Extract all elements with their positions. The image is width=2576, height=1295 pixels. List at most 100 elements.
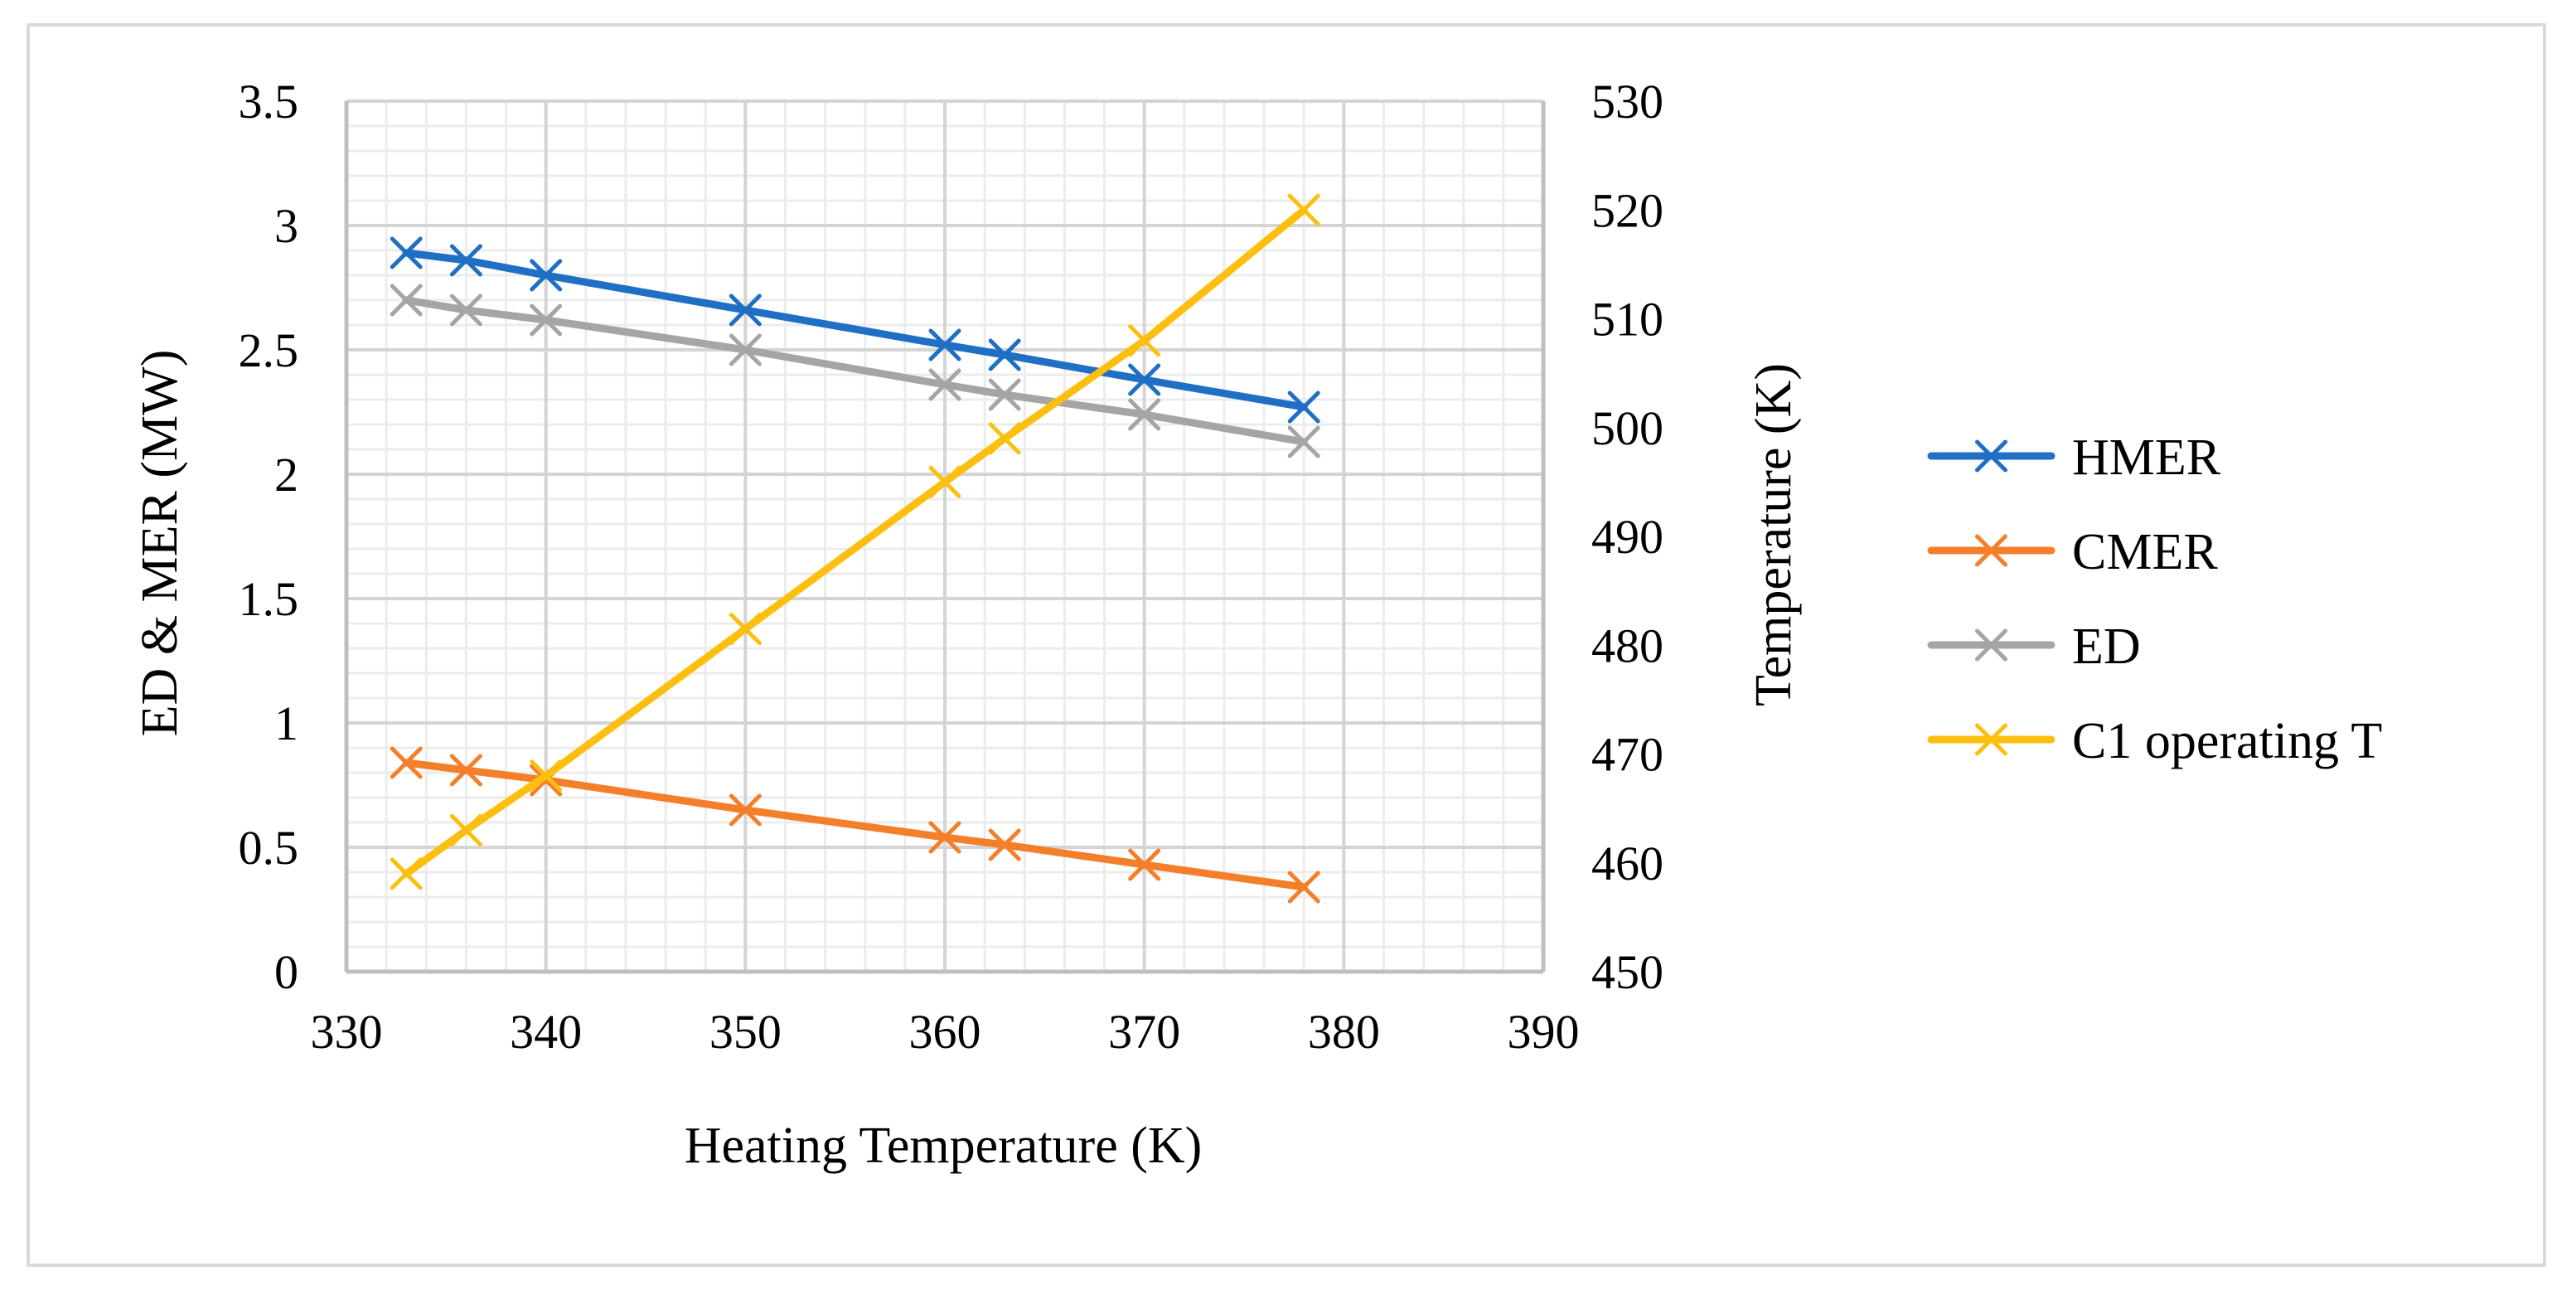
y2-tick-label: 460 [1591, 837, 1663, 890]
marker-stroke [1287, 193, 1320, 226]
data-point-ed [390, 284, 423, 317]
marker-stroke [928, 368, 961, 401]
legend-label: C1 operating T [2072, 713, 2382, 769]
y-tick-label: 1.5 [239, 572, 299, 626]
data-point-c1-operating-t [390, 857, 423, 890]
y-tick-label: 2.5 [239, 323, 299, 377]
data-point-cmer [449, 754, 482, 787]
marker-stroke [928, 465, 961, 498]
x-tick-label: 340 [510, 1005, 582, 1059]
marker-stroke [729, 333, 762, 366]
data-point-hmer [449, 244, 482, 277]
marker-stroke [1128, 398, 1161, 431]
data-point-ed [729, 333, 762, 366]
y2-tick-label: 470 [1591, 728, 1663, 782]
data-point-hmer [530, 259, 563, 292]
series-line-ed [402, 296, 1308, 446]
marker-stroke [530, 303, 563, 337]
x-tick-label: 380 [1308, 1005, 1380, 1059]
data-point-cmer [988, 828, 1021, 861]
data-point-c1-operating-t [1287, 193, 1320, 226]
y2-tick-label: 520 [1591, 183, 1663, 237]
legend-label: CMER [2072, 524, 2218, 580]
legend-label: ED [2072, 618, 2141, 675]
data-point-cmer [1128, 848, 1161, 881]
data-point-cmer [729, 793, 762, 827]
data-point-c1-operating-t [729, 613, 762, 646]
data-point-hmer [1287, 390, 1320, 424]
marker-stroke [988, 338, 1021, 371]
legend-marker [1975, 628, 2007, 662]
legend-item-cmer: CMER [1927, 524, 2218, 580]
data-point-hmer [390, 236, 423, 269]
y2-tick-label: 490 [1591, 510, 1663, 564]
data-point-c1-operating-t [988, 422, 1021, 455]
marker-stroke [729, 613, 762, 646]
x-tick-label: 360 [909, 1005, 981, 1059]
marker-stroke [988, 378, 1021, 411]
data-point-hmer [988, 338, 1021, 371]
data-point-c1-operating-t [530, 759, 563, 793]
marker-stroke [1287, 425, 1320, 458]
y2-tick-label: 450 [1591, 945, 1663, 999]
marker-stroke [390, 857, 423, 890]
data-point-hmer [928, 328, 961, 361]
axes [344, 101, 1546, 974]
marker-stroke [1128, 848, 1161, 881]
marker-stroke [1287, 871, 1320, 904]
x-tick-label: 390 [1508, 1005, 1580, 1059]
data-point-c1-operating-t [449, 813, 482, 846]
series-line-c1-operating-t [402, 206, 1308, 878]
x-tick-label: 330 [311, 1005, 383, 1059]
x-axis-title: Heating Temperature (K) [685, 1118, 1203, 1174]
marker-stroke [1975, 439, 2007, 473]
data-point-ed [530, 303, 563, 337]
marker-stroke [1128, 324, 1161, 357]
marker-stroke [928, 328, 961, 361]
series-line-hmer [402, 249, 1308, 411]
y-tick-label: 1 [274, 696, 298, 750]
x-tick-label: 370 [1108, 1005, 1180, 1059]
marker-stroke [530, 759, 563, 793]
data-point-hmer [1128, 363, 1161, 396]
data-point-c1-operating-t [928, 465, 961, 498]
chart-frame [27, 23, 2546, 1267]
legend-marker [1975, 723, 2007, 756]
y2-tick-label: 530 [1591, 75, 1663, 129]
y-axis-title: ED & MER (MW) [132, 350, 188, 737]
data-point-cmer [390, 746, 423, 779]
marker-stroke [449, 754, 482, 787]
data-point-ed [1287, 425, 1320, 458]
data-point-hmer [729, 293, 762, 327]
y-tick-label: 3 [274, 199, 298, 253]
y2-tick-label: 500 [1591, 401, 1663, 455]
marker-stroke [1975, 534, 2007, 567]
legend-label: HMER [2072, 429, 2221, 486]
marker-stroke [449, 813, 482, 846]
legend-marker [1975, 534, 2007, 567]
marker-stroke [390, 746, 423, 779]
data-point-c1-operating-t [1128, 324, 1161, 357]
marker-stroke [449, 244, 482, 277]
legend-item-c1-operating-t: C1 operating T [1927, 713, 2382, 769]
y2-axis-title: Temperature (K) [1746, 363, 1802, 706]
y2-tick-label: 510 [1591, 293, 1663, 347]
series-layer [390, 193, 1320, 904]
data-point-ed [928, 368, 961, 401]
data-point-ed [1128, 398, 1161, 431]
data-point-ed [449, 293, 482, 327]
marker-stroke [988, 422, 1021, 455]
marker-stroke [729, 293, 762, 327]
legend: HMER CMER ED C1 operating T [1927, 429, 2382, 769]
y-tick-label: 0.5 [239, 821, 299, 875]
y2-tick-label: 480 [1591, 618, 1663, 672]
marker-stroke [530, 259, 563, 292]
data-point-cmer [928, 821, 961, 854]
marker-stroke [1975, 628, 2007, 662]
tick-labels: 330 340 350 360 370 380 390 0 0.5 1 1.5 2 2.5 3 3.5 450… [239, 75, 1664, 1059]
legend-item-ed: ED [1927, 618, 2141, 675]
data-point-ed [988, 378, 1021, 411]
data-point-cmer [1287, 871, 1320, 904]
marker-stroke [449, 293, 482, 327]
